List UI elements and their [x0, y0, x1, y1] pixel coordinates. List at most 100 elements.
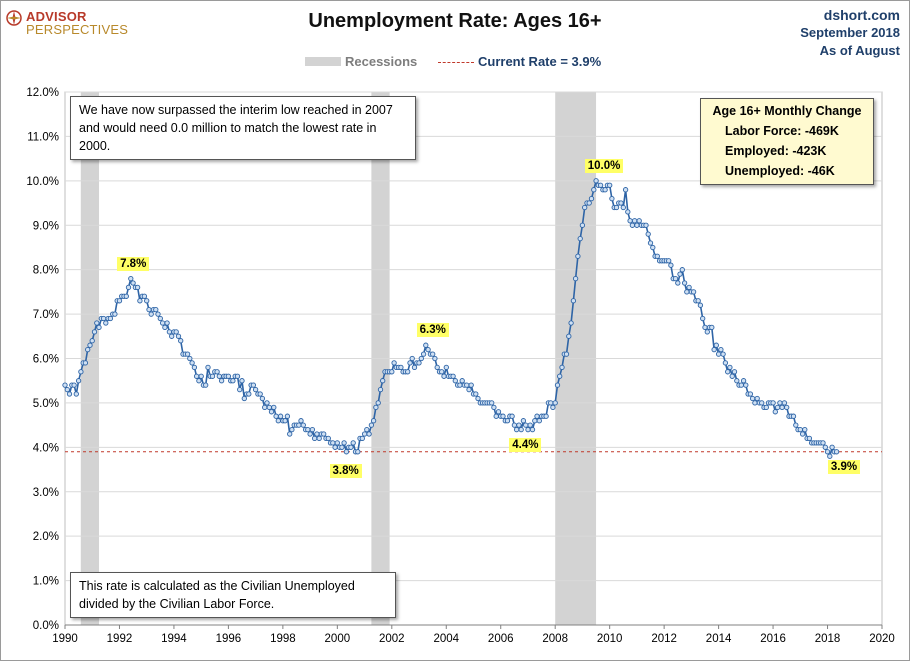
- data-point: [164, 320, 170, 326]
- data-point: [134, 284, 141, 291]
- data-point: [829, 444, 835, 450]
- data-point: [141, 293, 148, 299]
- x-tick-label: 1992: [107, 633, 133, 645]
- data-label: 10.0%: [584, 158, 624, 173]
- data-point: [391, 360, 397, 366]
- data-point: [464, 382, 470, 388]
- data-point: [684, 289, 690, 295]
- data-point: [613, 204, 620, 211]
- compass-icon: [6, 10, 22, 26]
- data-point: [307, 431, 313, 437]
- data-point: [525, 426, 531, 433]
- data-point: [563, 351, 570, 357]
- data-point: [770, 400, 776, 406]
- data-point: [82, 360, 89, 366]
- data-point: [361, 431, 368, 437]
- data-point: [348, 444, 354, 450]
- data-point: [266, 404, 272, 411]
- data-point: [774, 404, 781, 411]
- data-point: [159, 320, 166, 326]
- data-point: [516, 422, 522, 428]
- data-point: [686, 284, 692, 291]
- data-point: [343, 449, 350, 455]
- data-point: [420, 351, 427, 357]
- data-point: [250, 382, 257, 388]
- data-point: [300, 422, 306, 428]
- data-point: [534, 413, 540, 419]
- data-point: [711, 346, 717, 353]
- data-label: 6.3%: [416, 323, 449, 338]
- data-point: [523, 422, 529, 428]
- data-point: [216, 373, 222, 379]
- data-point: [602, 187, 608, 193]
- data-point: [695, 298, 701, 304]
- data-point: [627, 218, 633, 224]
- legend-current-rate-label: Current Rate = 3.9%: [478, 54, 602, 69]
- data-point: [822, 444, 828, 450]
- legend-recession-swatch: [305, 57, 341, 66]
- labor-force-change: Labor Force: -469K: [725, 124, 839, 138]
- data-point: [191, 364, 198, 371]
- data-point: [298, 418, 304, 424]
- data-point: [332, 444, 338, 450]
- data-point: [157, 315, 163, 322]
- data-point: [405, 369, 411, 375]
- data-point: [218, 378, 225, 384]
- x-tick-label: 2012: [651, 633, 677, 645]
- data-point: [763, 404, 769, 411]
- data-point: [740, 378, 747, 384]
- data-point: [116, 298, 123, 304]
- data-point: [339, 444, 345, 450]
- data-point: [625, 209, 631, 215]
- employed-change: Employed: -423K: [725, 144, 827, 158]
- data-point: [100, 315, 107, 322]
- data-point: [697, 302, 704, 308]
- data-point: [439, 369, 445, 375]
- x-tick-label: 2014: [706, 633, 732, 645]
- data-point: [187, 355, 193, 362]
- data-point: [495, 409, 502, 415]
- data-point: [645, 231, 651, 237]
- data-point: [720, 351, 726, 357]
- y-tick-label: 1.0%: [33, 576, 59, 588]
- data-point: [677, 271, 683, 277]
- data-point: [559, 364, 565, 371]
- x-tick-label: 1998: [270, 633, 296, 645]
- data-point: [112, 311, 118, 317]
- data-point: [209, 373, 216, 379]
- data-point: [237, 386, 243, 393]
- legend-recessions-label: Recessions: [345, 54, 418, 69]
- data-point: [743, 382, 749, 388]
- data-point: [727, 364, 733, 371]
- data-point: [704, 329, 710, 335]
- data-point: [593, 178, 599, 184]
- data-point: [749, 395, 756, 402]
- data-point: [597, 182, 604, 188]
- data-point: [296, 422, 302, 428]
- monthly-change-box: Age 16+ Monthly Change Labor Force: -469…: [700, 98, 874, 185]
- data-point: [271, 404, 277, 411]
- data-point: [91, 329, 98, 335]
- data-point: [103, 320, 109, 326]
- data-point: [148, 311, 154, 317]
- data-point: [71, 382, 77, 388]
- data-point: [144, 298, 150, 304]
- data-point: [125, 284, 132, 291]
- data-point: [729, 373, 735, 379]
- data-point: [203, 382, 209, 388]
- data-point: [781, 400, 788, 406]
- data-point: [586, 200, 592, 206]
- data-point: [214, 369, 220, 375]
- data-point: [618, 200, 624, 206]
- data-point: [169, 333, 175, 339]
- data-point: [577, 235, 583, 242]
- data-point: [513, 426, 520, 433]
- y-tick-label: 4.0%: [33, 442, 59, 454]
- data-label: 4.4%: [509, 437, 542, 452]
- data-point: [153, 306, 159, 313]
- data-point: [784, 404, 790, 411]
- chart-title: Unemployment Rate: Ages 16+: [308, 10, 602, 32]
- data-point: [759, 400, 765, 406]
- data-point: [257, 391, 263, 397]
